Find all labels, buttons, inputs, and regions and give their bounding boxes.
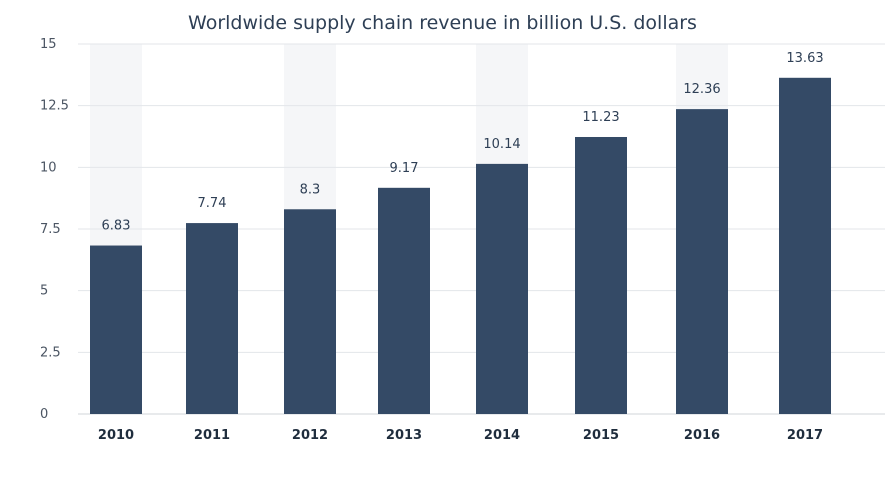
value-label: 12.36 bbox=[683, 82, 720, 97]
x-tick-label: 2013 bbox=[386, 428, 422, 443]
x-tick-label: 2011 bbox=[194, 428, 230, 443]
chart-title: Worldwide supply chain revenue in billio… bbox=[188, 12, 697, 34]
y-tick-label: 0 bbox=[40, 407, 48, 422]
y-tick-label: 12.5 bbox=[40, 99, 69, 114]
x-tick-label: 2017 bbox=[787, 428, 823, 443]
x-tick-label: 2012 bbox=[292, 428, 328, 443]
bar-2014 bbox=[476, 163, 528, 414]
bar-2013 bbox=[378, 187, 430, 414]
x-tick-label: 2016 bbox=[684, 428, 720, 443]
y-tick-label: 10 bbox=[40, 160, 57, 175]
y-tick-label: 7.5 bbox=[40, 222, 61, 237]
value-label: 6.83 bbox=[102, 219, 131, 234]
bar-2016 bbox=[676, 109, 728, 415]
value-label: 9.17 bbox=[390, 161, 419, 176]
bar-2012 bbox=[284, 209, 336, 414]
x-tick-label: 2014 bbox=[484, 428, 520, 443]
bar-2011 bbox=[186, 223, 238, 414]
x-tick-label: 2010 bbox=[98, 428, 134, 443]
value-label: 8.3 bbox=[300, 182, 321, 197]
y-tick-label: 2.5 bbox=[40, 345, 61, 360]
x-tick-label: 2015 bbox=[583, 428, 619, 443]
value-label: 11.23 bbox=[582, 110, 619, 125]
y-tick-label: 5 bbox=[40, 284, 48, 299]
bar-2015 bbox=[575, 136, 627, 414]
bar-2010 bbox=[90, 245, 142, 414]
value-label: 10.14 bbox=[483, 137, 520, 152]
y-tick-label: 15 bbox=[40, 37, 57, 52]
value-label: 13.63 bbox=[786, 51, 823, 66]
bar-2017 bbox=[779, 77, 831, 414]
value-label: 7.74 bbox=[198, 196, 227, 211]
